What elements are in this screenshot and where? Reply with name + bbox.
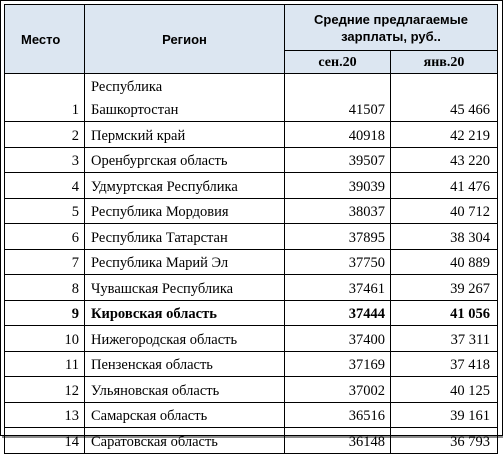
cell-region: Оренбургская область <box>84 146 285 173</box>
cell-jan20: 40 712 <box>390 197 498 224</box>
cell-jan20: 37 418 <box>390 350 498 377</box>
cell-region: Кировская область <box>84 299 285 326</box>
table-row: 3 Оренбургская область 39507 43 220 <box>4 146 498 173</box>
cell-place: 2 <box>4 121 85 148</box>
cell-region: Ульяновская область <box>84 376 285 403</box>
cell-sep20: 40918 <box>284 121 391 148</box>
header-jan20: янв.20 <box>390 50 498 74</box>
table-row: 2 Пермский край 40918 42 219 <box>4 121 498 148</box>
table-row: 9 Кировская область 37444 41 056 <box>4 299 498 326</box>
cell-place: 13 <box>4 401 85 428</box>
cell-place: 7 <box>4 248 85 275</box>
table-row: 1 Республика Башкортостан 41507 45 466 <box>4 73 498 122</box>
table-row: 8 Чувашская Республика 37461 39 267 <box>4 274 498 301</box>
cell-jan20: 45 466 <box>390 73 498 122</box>
cell-place: 6 <box>4 223 85 250</box>
table-row: 7 Республика Марий Эл 37750 40 889 <box>4 248 498 275</box>
salary-table: Место Регион Средние предлагаемые зарпла… <box>4 4 498 454</box>
cell-jan20: 43 220 <box>390 146 498 173</box>
cell-region: Республика Мордовия <box>84 197 285 224</box>
table-row: 14 Саратовская область 36148 36 793 <box>4 427 498 454</box>
cell-jan20: 42 219 <box>390 121 498 148</box>
table-row: 4 Удмуртская Республика 39039 41 476 <box>4 172 498 199</box>
cell-jan20: 36 793 <box>390 427 498 454</box>
cell-jan20: 40 125 <box>390 376 498 403</box>
table-row: 5 Республика Мордовия 38037 40 712 <box>4 197 498 224</box>
table-row: 6 Республика Татарстан 37895 38 304 <box>4 223 498 250</box>
cell-sep20: 37444 <box>284 299 391 326</box>
cell-place: 11 <box>4 350 85 377</box>
cell-sep20: 37169 <box>284 350 391 377</box>
cell-place: 14 <box>4 427 85 454</box>
cell-jan20: 40 889 <box>390 248 498 275</box>
cell-sep20: 37895 <box>284 223 391 250</box>
cell-sep20: 37750 <box>284 248 391 275</box>
cell-sep20: 38037 <box>284 197 391 224</box>
cell-jan20: 38 304 <box>390 223 498 250</box>
header-salary-group: Средние предлагаемые зарплаты, руб.. <box>284 4 498 51</box>
header-place: Место <box>4 4 85 74</box>
cell-sep20: 37002 <box>284 376 391 403</box>
cell-region: Саратовская область <box>84 427 285 454</box>
cell-jan20: 39 161 <box>390 401 498 428</box>
header-row: Место Регион Средние предлагаемые зарпла… <box>4 4 498 74</box>
cell-region: Пермский край <box>84 121 285 148</box>
cell-place: 9 <box>4 299 85 326</box>
header-region: Регион <box>84 4 285 74</box>
cell-region: Чувашская Республика <box>84 274 285 301</box>
cell-jan20: 39 267 <box>390 274 498 301</box>
cell-region: Республика Башкортостан <box>84 73 285 122</box>
cell-region-line1: Республика <box>91 79 163 95</box>
cell-region-line2: Башкортостан <box>91 102 179 118</box>
cell-sep20: 37461 <box>284 274 391 301</box>
cell-place: 8 <box>4 274 85 301</box>
cell-jan20: 41 476 <box>390 172 498 199</box>
table-row: 11 Пензенская область 37169 37 418 <box>4 350 498 377</box>
cell-sep20: 41507 <box>284 73 391 122</box>
cell-region: Пензенская область <box>84 350 285 377</box>
cell-sep20: 37400 <box>284 325 391 352</box>
cell-sep20: 39507 <box>284 146 391 173</box>
cell-place: 10 <box>4 325 85 352</box>
cell-sep20: 36148 <box>284 427 391 454</box>
cell-region: Удмуртская Республика <box>84 172 285 199</box>
cell-sep20: 39039 <box>284 172 391 199</box>
cell-region: Республика Татарстан <box>84 223 285 250</box>
table-row: 10 Нижегородская область 37400 37 311 <box>4 325 498 352</box>
cell-jan20: 41 056 <box>390 299 498 326</box>
cell-place: 12 <box>4 376 85 403</box>
cell-region: Нижегородская область <box>84 325 285 352</box>
cell-region: Самарская область <box>84 401 285 428</box>
table-row: 12 Ульяновская область 37002 40 125 <box>4 376 498 403</box>
cell-place: 5 <box>4 197 85 224</box>
cell-place: 1 <box>4 73 85 122</box>
cell-region: Республика Марий Эл <box>84 248 285 275</box>
cell-place: 4 <box>4 172 85 199</box>
cell-place: 3 <box>4 146 85 173</box>
cell-sep20: 36516 <box>284 401 391 428</box>
cell-jan20: 37 311 <box>390 325 498 352</box>
table-row: 13 Самарская область 36516 39 161 <box>4 401 498 428</box>
header-sep20: сен.20 <box>284 50 391 74</box>
